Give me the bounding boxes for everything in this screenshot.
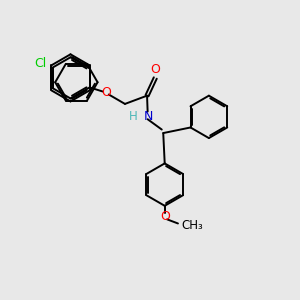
Text: CH₃: CH₃: [181, 219, 203, 232]
Text: Cl: Cl: [34, 57, 46, 70]
Text: H: H: [129, 110, 138, 123]
Text: N: N: [144, 110, 154, 123]
Text: O: O: [160, 211, 169, 224]
Text: O: O: [101, 86, 111, 99]
Text: O: O: [150, 63, 160, 76]
